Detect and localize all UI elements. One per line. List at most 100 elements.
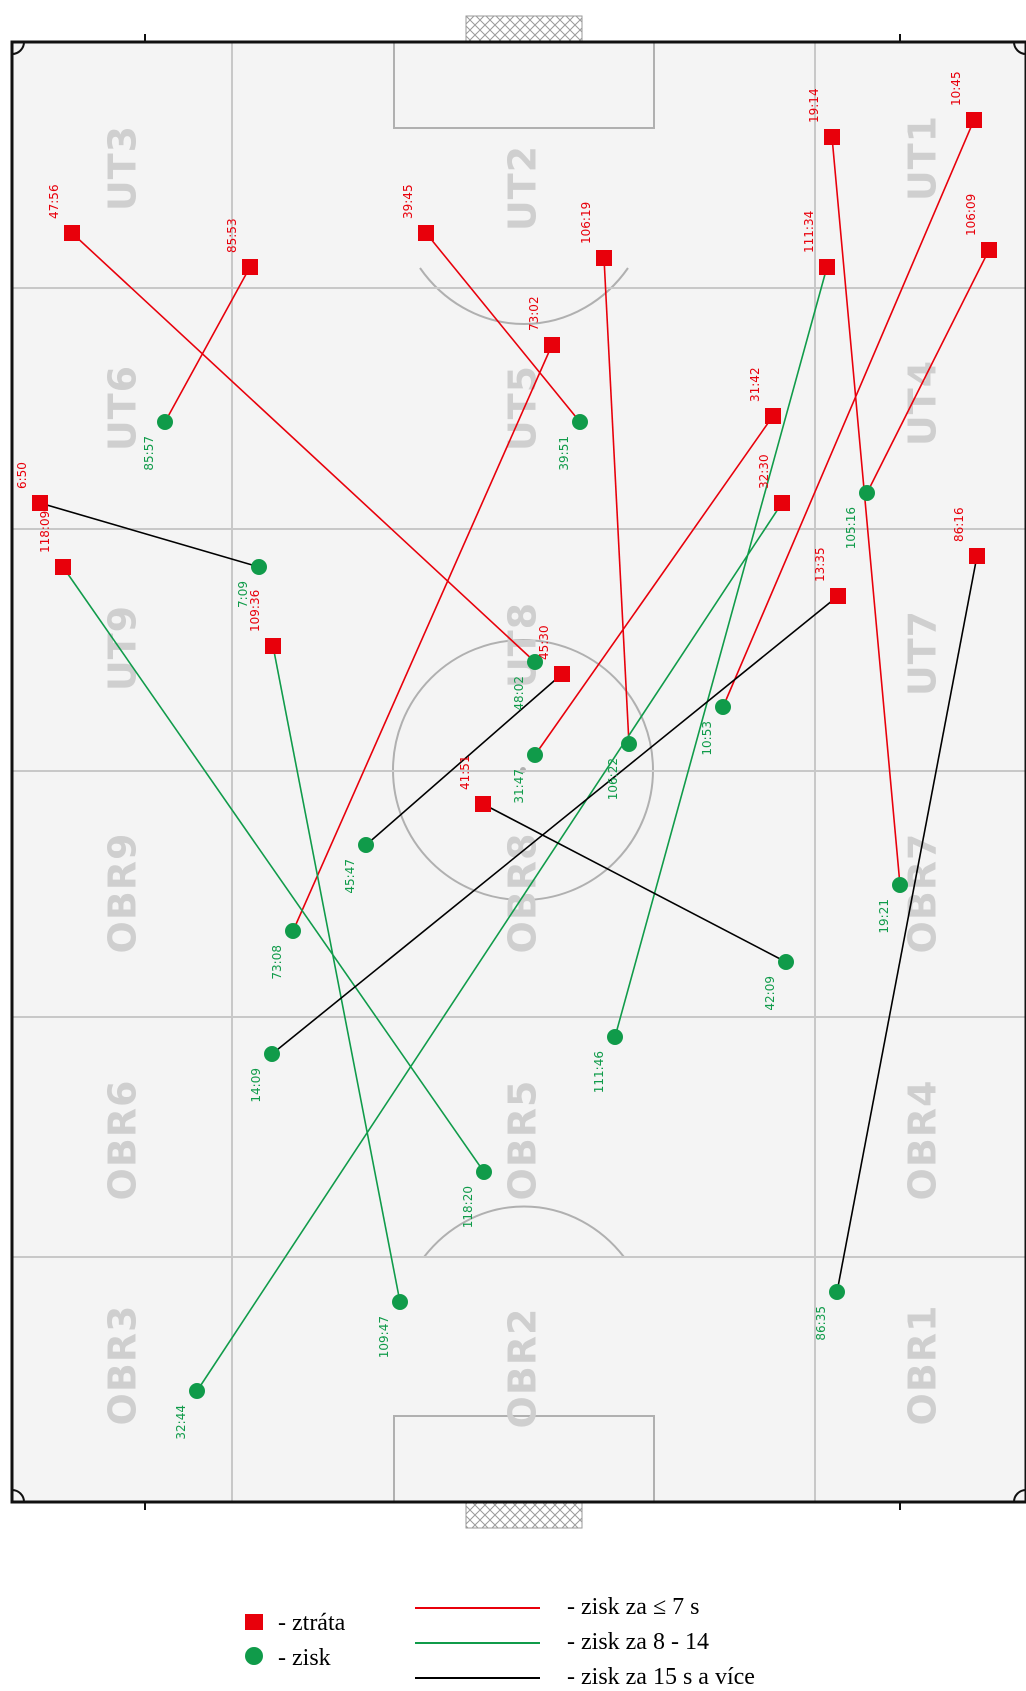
transition-line-slow [365,673,563,846]
loss-marker [966,112,982,128]
top-goal-net [465,15,583,43]
loss-marker [969,548,985,564]
gain-marker [778,954,794,970]
gain-time-label: 85:57 [142,436,156,471]
legend-fast-label: - zisk za ≤ 7 s [567,1594,699,1620]
loss-time-label: 111:34 [802,211,816,253]
gain-marker [476,1164,492,1180]
loss-time-label: 13:35 [813,547,827,582]
loss-time-label: 41:51 [458,755,472,790]
legend-loss-marker [245,1614,263,1630]
bottom-penalty-arc [423,1205,625,1258]
loss-marker [830,588,846,604]
gain-marker [829,1284,845,1300]
gain-time-label: 86:35 [814,1306,828,1341]
loss-marker [774,495,790,511]
zone-label-obr9: OBR9 [101,833,145,954]
loss-time-label: 118:09 [38,511,52,553]
zone-label-obr1: OBR1 [901,1305,945,1426]
transition-line-fast [71,232,536,663]
gain-time-label: 7:09 [236,581,250,608]
tick-marks [144,34,901,1510]
transition-line-fast [866,249,990,494]
transition-line-mid [196,502,783,1392]
loss-time-label: 73:02 [527,296,541,331]
gain-time-label: 45:47 [343,859,357,894]
gain-marker [285,923,301,939]
gain-marker [607,1029,623,1045]
loss-marker [554,666,570,682]
legend: - ztráta - zisk - zisk za ≤ 7 s - zisk z… [245,1594,755,1690]
gain-marker [859,485,875,501]
legend-gain-marker [245,1647,263,1665]
gain-time-label: 109:47 [377,1316,391,1358]
loss-marker [765,408,781,424]
zone-label-obr6: OBR6 [101,1080,145,1201]
loss-marker [55,559,71,575]
loss-marker [64,225,80,241]
transition-line-fast [722,119,975,708]
zone-label-ut4: UT4 [901,360,945,446]
loss-time-label: 32:30 [757,454,771,489]
zone-label-obr2: OBR2 [501,1308,545,1429]
loss-time-label: 106:09 [964,194,978,236]
transition-line-slow [836,555,978,1293]
gain-marker [892,877,908,893]
transition-line-mid [614,266,828,1038]
gain-time-label: 10:53 [700,721,714,756]
legend-slow-label: - zisk za 15 s a více [567,1664,755,1690]
loss-marker [418,225,434,241]
transition-line-slow [39,502,260,568]
gain-time-label: 106:22 [606,758,620,800]
loss-time-label: 109:36 [248,590,262,632]
pitch-border [10,40,1026,1504]
time-labels: 47:56 48:02 85:53 85:57 39:45 39:51 106:19 106:… [15,71,978,1439]
loss-time-label: 86:16 [952,507,966,542]
loss-time-label: 6:50 [15,462,29,489]
loss-time-label: 10:45 [949,71,963,106]
zone-label-ut6: UT6 [101,365,145,451]
loss-marker [981,242,997,258]
zone-label-ut1: UT1 [901,115,945,201]
loss-marker [32,495,48,511]
zone-grid [12,42,1026,1502]
gain-time-label: 118:20 [461,1186,475,1228]
loss-marker [475,796,491,812]
loss-marker [824,129,840,145]
loss-time-label: 19:14 [807,88,821,123]
loss-marker [265,638,281,654]
gain-time-label: 111:46 [592,1051,606,1093]
gain-marker [157,414,173,430]
zone-label-ut8: UT8 [501,602,545,688]
gain-marker [189,1383,205,1399]
gain-time-label: 42:09 [763,976,777,1011]
transition-line-fast [831,136,901,886]
transition-line-slow [271,595,839,1055]
bottom-goal-net [465,1501,583,1529]
top-penalty-arc [419,267,629,325]
event-markers [32,112,997,1399]
gain-marker [527,747,543,763]
loss-time-label: 106:19 [579,202,593,244]
gain-time-label: 19:21 [877,899,891,934]
transition-line-fast [425,232,581,423]
gain-marker [392,1294,408,1310]
transition-lines [39,119,990,1392]
transition-line-fast [603,257,630,745]
gain-marker [358,837,374,853]
loss-marker [242,259,258,275]
loss-marker [544,337,560,353]
gain-marker [264,1046,280,1062]
transition-line-mid [272,645,401,1303]
gain-marker [527,654,543,670]
loss-time-label: 45:30 [537,625,551,660]
gain-marker [251,559,267,575]
zone-label-ut9: UT9 [101,605,145,691]
loss-time-label: 47:56 [47,184,61,219]
gain-time-label: 73:08 [270,945,284,980]
loss-time-label: 39:45 [401,184,415,219]
gain-time-label: 31:47 [512,769,526,804]
loss-time-label: 85:53 [225,218,239,253]
